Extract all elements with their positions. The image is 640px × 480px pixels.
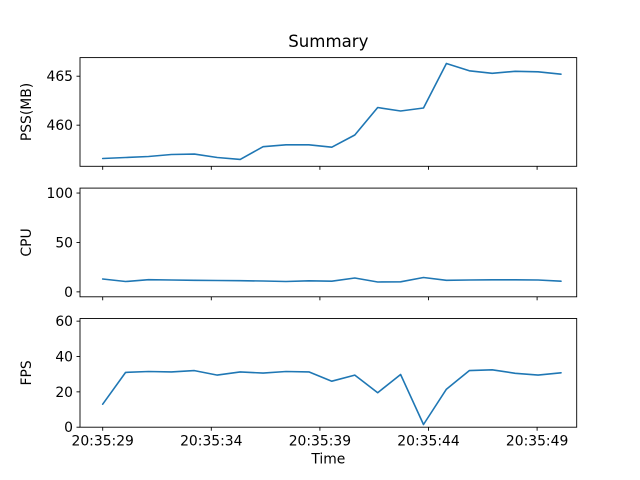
y-tick-label: 20 bbox=[55, 385, 73, 401]
y-tick-label: 40 bbox=[55, 350, 73, 366]
pss-axes-frame bbox=[79, 57, 578, 167]
x-tick-label: 20:35:44 bbox=[397, 434, 460, 450]
y-axis-label-cpu: CPU bbox=[19, 228, 35, 256]
y-tick-label: 60 bbox=[55, 314, 73, 330]
x-tick-label: 20:35:49 bbox=[506, 434, 568, 450]
y-tick-label: 465 bbox=[46, 69, 73, 85]
y-axis-label-fps: FPS bbox=[19, 360, 35, 385]
x-tick-label: 20:35:39 bbox=[289, 434, 351, 450]
x-tick-label: 20:35:29 bbox=[72, 434, 134, 450]
subplot-cpu: 0 50 100 bbox=[46, 186, 578, 301]
y-tick-label: 100 bbox=[46, 186, 73, 202]
x-axis-label: Time bbox=[310, 452, 345, 468]
fps-axes-frame bbox=[79, 318, 578, 428]
x-tick-label: 20:35:34 bbox=[180, 434, 243, 450]
subplot-pss: 460 465 bbox=[46, 57, 578, 170]
y-tick-label: 460 bbox=[46, 118, 73, 134]
subplot-fps: 0 20 40 60 20:35:29 20:35:34 20:35:39 20:35:44 2… bbox=[55, 314, 578, 450]
chart-title: Summary bbox=[288, 32, 368, 51]
pss-mb--series-line bbox=[101, 62, 562, 161]
y-tick-label: 0 bbox=[64, 420, 73, 436]
cpu-series-line bbox=[101, 276, 562, 283]
y-axis-label-pss: PSS(MB) bbox=[19, 83, 35, 141]
fps-series-line bbox=[101, 368, 562, 426]
y-tick-label: 50 bbox=[55, 235, 73, 251]
y-tick-label: 0 bbox=[64, 285, 73, 301]
